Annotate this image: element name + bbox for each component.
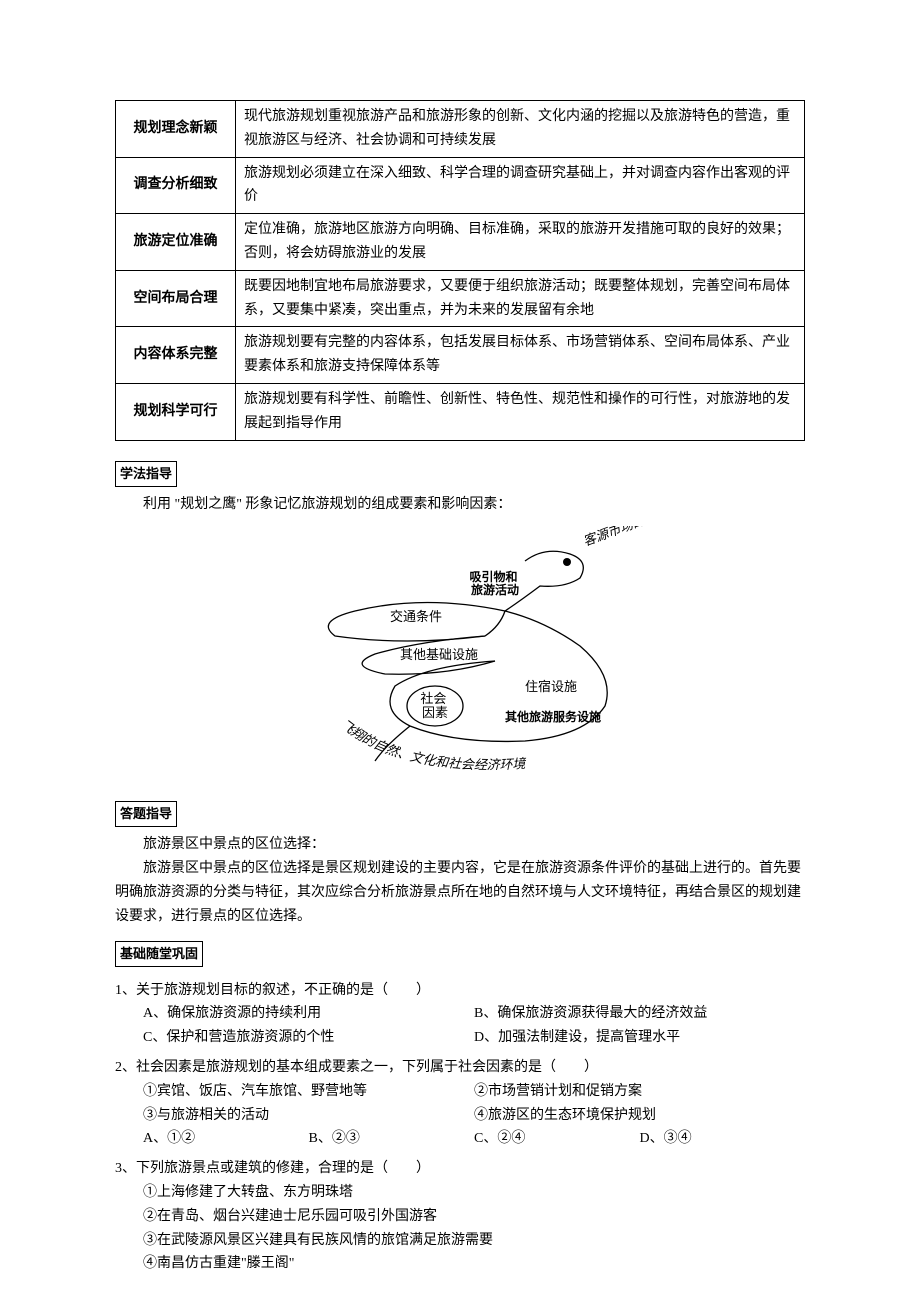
diagram-label-market: 客源市场的导向: [581, 526, 673, 549]
q2-item-2: ②市场营销计划和促销方案: [474, 1080, 805, 1104]
diagram-label-accommodation: 住宿设施: [525, 679, 577, 694]
row-label: 空间布局合理: [116, 270, 236, 327]
q1-option-d: D、加强法制建设，提高管理水平: [474, 1026, 805, 1050]
row-desc: 旅游规划要有科学性、前瞻性、创新性、特色性、规范性和操作的可行性，对旅游地的发展…: [236, 383, 805, 440]
row-label: 规划科学可行: [116, 383, 236, 440]
principles-table: 规划理念新颖 现代旅游规划重视旅游产品和旅游形象的创新、文化内涵的挖掘以及旅游特…: [115, 100, 805, 441]
q2-item-1: ①宾馆、饭店、汽车旅馆、野营地等: [143, 1080, 474, 1104]
answer-guide-subheading: 旅游景区中景点的区位选择：: [115, 833, 805, 857]
table-row: 旅游定位准确 定位准确，旅游地区旅游方向明确、目标准确，采取的旅游开发措施可取的…: [116, 214, 805, 271]
row-label: 旅游定位准确: [116, 214, 236, 271]
diagram-label-services: 其他旅游服务设施: [505, 709, 601, 724]
q3-stem: 3、下列旅游景点或建筑的修建，合理的是（ ）: [115, 1157, 805, 1181]
eagle-diagram: 客源市场的导向 吸引物和 旅游活动 交通条件 其他基础设施 社会 因素 住宿设施…: [115, 526, 805, 785]
q1-option-a: A、确保旅游资源的持续利用: [143, 1002, 474, 1026]
table-row: 调查分析细致 旅游规划必须建立在深入细致、科学合理的调查研究基础上，并对调查内容…: [116, 157, 805, 214]
exercise-heading: 基础随堂巩固: [115, 941, 203, 967]
table-row: 规划理念新颖 现代旅游规划重视旅游产品和旅游形象的创新、文化内涵的挖掘以及旅游特…: [116, 101, 805, 158]
q2-option-a: A、①②: [143, 1127, 309, 1151]
answer-guide-body: 旅游景区中景点的区位选择是景区规划建设的主要内容，它是在旅游资源条件评价的基础上…: [115, 857, 805, 928]
q2-option-d: D、③④: [640, 1127, 806, 1151]
table-row: 规划科学可行 旅游规划要有科学性、前瞻性、创新性、特色性、规范性和操作的可行性，…: [116, 383, 805, 440]
row-desc: 现代旅游规划重视旅游产品和旅游形象的创新、文化内涵的挖掘以及旅游特色的营造，重视…: [236, 101, 805, 158]
question-1: 1、关于旅游规划目标的叙述，不正确的是（ ） A、确保旅游资源的持续利用 B、确…: [115, 979, 805, 1050]
row-desc: 既要因地制宜地布局旅游要求，又要便于组织旅游活动；既要整体规划，完善空间布局体系…: [236, 270, 805, 327]
diagram-label-social: 社会 因素: [420, 691, 449, 720]
question-2: 2、社会因素是旅游规划的基本组成要素之一，下列属于社会因素的是（ ） ①宾馆、饭…: [115, 1056, 805, 1151]
row-desc: 旅游规划必须建立在深入细致、科学合理的调查研究基础上，并对调查内容作出客观的评价: [236, 157, 805, 214]
row-desc: 定位准确，旅游地区旅游方向明确、目标准确，采取的旅游开发措施可取的良好的效果；否…: [236, 214, 805, 271]
method-guide-heading: 学法指导: [115, 461, 177, 487]
q1-option-c: C、保护和营造旅游资源的个性: [143, 1026, 474, 1050]
q3-item-1: ①上海修建了大转盘、东方明珠塔: [143, 1181, 805, 1205]
row-label: 规划理念新颖: [116, 101, 236, 158]
q2-option-b: B、②③: [309, 1127, 475, 1151]
table-row: 空间布局合理 既要因地制宜地布局旅游要求，又要便于组织旅游活动；既要整体规划，完…: [116, 270, 805, 327]
method-guide-text: 利用 "规划之鹰" 形象记忆旅游规划的组成要素和影响因素：: [115, 493, 805, 517]
table-row: 内容体系完整 旅游规划要有完整的内容体系，包括发展目标体系、市场营销体系、空间布…: [116, 327, 805, 384]
q2-option-c: C、②④: [474, 1127, 640, 1151]
row-label: 内容体系完整: [116, 327, 236, 384]
q2-stem: 2、社会因素是旅游规划的基本组成要素之一，下列属于社会因素的是（ ）: [115, 1056, 805, 1080]
diagram-label-transport: 交通条件: [390, 609, 442, 624]
q3-item-3: ③在武陵源风景区兴建具有民族风情的旅馆满足旅游需要: [143, 1229, 805, 1253]
q3-item-4: ④南昌仿古重建"滕王阁": [143, 1252, 805, 1276]
diagram-label-infrastructure: 其他基础设施: [400, 647, 478, 662]
q2-item-4: ④旅游区的生态环境保护规划: [474, 1104, 805, 1128]
q2-item-3: ③与旅游相关的活动: [143, 1104, 474, 1128]
row-desc: 旅游规划要有完整的内容体系，包括发展目标体系、市场营销体系、空间布局体系、产业要…: [236, 327, 805, 384]
diagram-label-environment: 飞翔的自然、文化和社会经济环境: [338, 717, 528, 773]
row-label: 调查分析细致: [116, 157, 236, 214]
q1-option-b: B、确保旅游资源获得最大的经济效益: [474, 1002, 805, 1026]
question-3: 3、下列旅游景点或建筑的修建，合理的是（ ） ①上海修建了大转盘、东方明珠塔 ②…: [115, 1157, 805, 1276]
q3-item-2: ②在青岛、烟台兴建迪士尼乐园可吸引外国游客: [143, 1205, 805, 1229]
answer-guide-heading: 答题指导: [115, 801, 177, 827]
diagram-label-attraction: 吸引物和 旅游活动: [469, 569, 520, 597]
q1-stem: 1、关于旅游规划目标的叙述，不正确的是（ ）: [115, 979, 805, 1003]
